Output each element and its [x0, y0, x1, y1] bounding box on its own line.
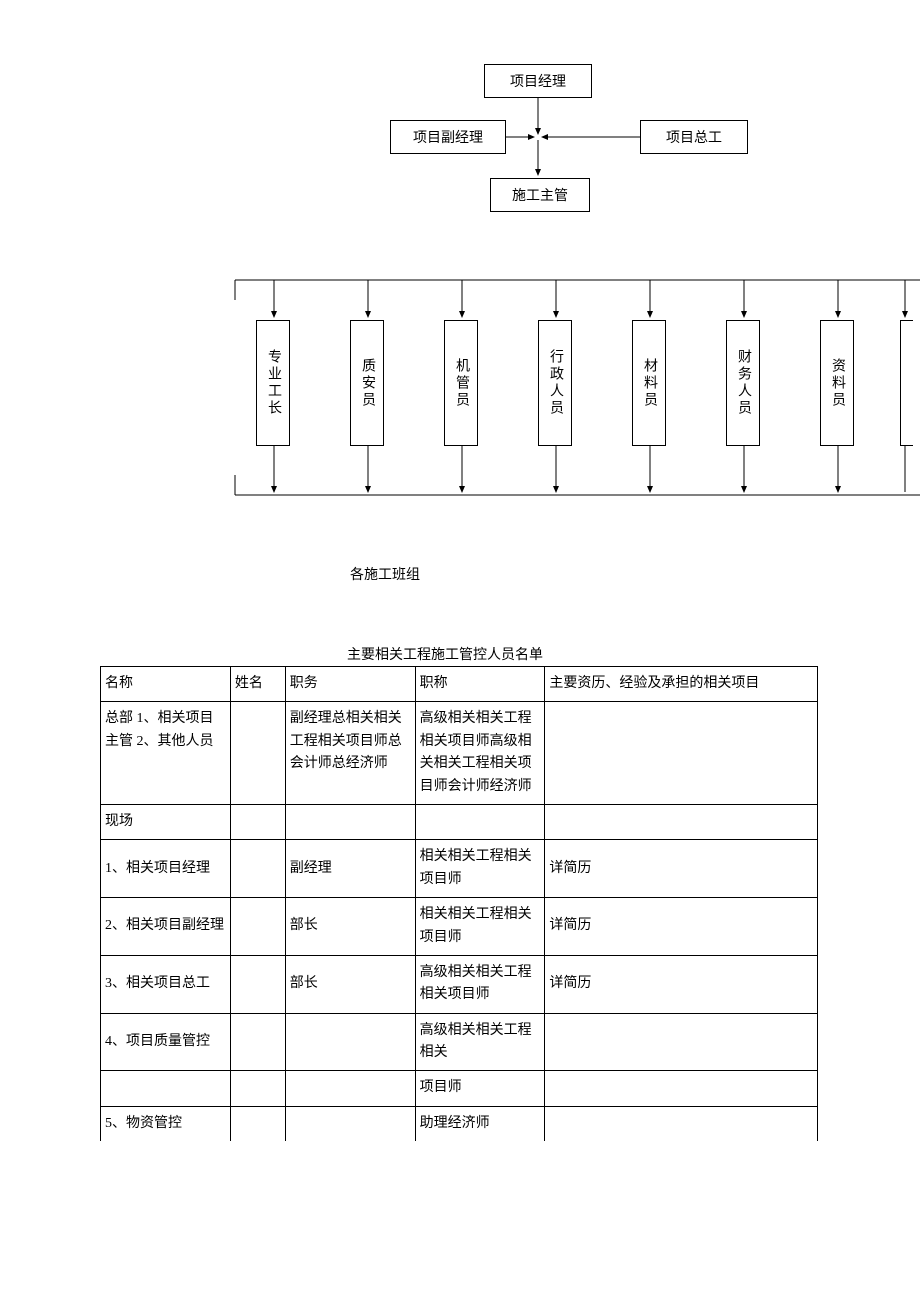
role-box-0: 专业工长 [256, 320, 290, 446]
cell-title: 高级相关相关工程相关 [415, 1013, 545, 1071]
node-deputy-manager: 项目副经理 [390, 120, 506, 154]
cell-xm [230, 1071, 285, 1106]
cell-job: 部长 [285, 898, 415, 956]
cell-exp: 详简历 [545, 898, 818, 956]
cell-title: 相关相关工程相关项目师 [415, 840, 545, 898]
cell-name: 总部 1、相关项目主管 2、其他人员 [101, 702, 231, 805]
table-row: 2、相关项目副经理 部长 相关相关工程相关项目师 详简历 [101, 898, 818, 956]
cell-name: 5、物资管控 [101, 1106, 231, 1141]
org-chart-diagram: 项目经理 项目副经理 项目总工 施工主管 专业工长 质安员 机管员 行政人员 材… [0, 0, 920, 540]
role-box-2: 机管员 [444, 320, 478, 446]
cell-xm [230, 898, 285, 956]
cell-job: 副经理 [285, 840, 415, 898]
role-box-5: 财务人员 [726, 320, 760, 446]
cell-xm [230, 702, 285, 805]
node-project-manager: 项目经理 [484, 64, 592, 98]
diagram-lines [0, 0, 920, 540]
table-row: 3、相关项目总工 部长 高级相关相关工程相关项目师 详简历 [101, 955, 818, 1013]
cell-name: 2、相关项目副经理 [101, 898, 231, 956]
cell-exp [545, 1013, 818, 1071]
teams-caption: 各施工班组 [0, 564, 920, 584]
cell-title: 高级相关相关工程相关项目师 [415, 955, 545, 1013]
cell-name: 4、项目质量管控 [101, 1013, 231, 1071]
table-row: 4、项目质量管控 高级相关相关工程相关 [101, 1013, 818, 1071]
node-construction-supervisor: 施工主管 [490, 178, 590, 212]
role-box-4: 材料员 [632, 320, 666, 446]
table-row: 总部 1、相关项目主管 2、其他人员 副经理总相关相关工程相关项目师总会计师总经… [101, 702, 818, 805]
table-row: 项目师 [101, 1071, 818, 1106]
cell-xm [230, 1106, 285, 1141]
cell-name: 3、相关项目总工 [101, 955, 231, 1013]
cell-xm [230, 1013, 285, 1071]
table-title: 主要相关工程施工管控人员名单 [0, 644, 920, 664]
cell-name: 现场 [101, 804, 231, 839]
cell-title: 高级相关相关工程相关项目师高级相关相关工程相关项目师会计师经济师 [415, 702, 545, 805]
cell-job [285, 1071, 415, 1106]
header-job: 职务 [285, 667, 415, 702]
role-box-6: 资料员 [820, 320, 854, 446]
node-chief-engineer: 项目总工 [640, 120, 748, 154]
cell-name [101, 1071, 231, 1106]
role-box-1: 质安员 [350, 320, 384, 446]
cell-xm [230, 804, 285, 839]
role-box-3: 行政人员 [538, 320, 572, 446]
table-header-row: 名称 姓名 职务 职称 主要资历、经验及承担的相关项目 [101, 667, 818, 702]
personnel-table: 名称 姓名 职务 职称 主要资历、经验及承担的相关项目 总部 1、相关项目主管 … [100, 666, 818, 1141]
cell-name: 1、相关项目经理 [101, 840, 231, 898]
cell-job [285, 804, 415, 839]
cell-exp: 详简历 [545, 955, 818, 1013]
table-row: 1、相关项目经理 副经理 相关相关工程相关项目师 详简历 [101, 840, 818, 898]
cell-title: 项目师 [415, 1071, 545, 1106]
cell-title [415, 804, 545, 839]
cell-exp [545, 1071, 818, 1106]
cell-title: 助理经济师 [415, 1106, 545, 1141]
cell-exp [545, 804, 818, 839]
role-box-cut [900, 320, 913, 446]
cell-exp [545, 1106, 818, 1141]
cell-job [285, 1013, 415, 1071]
cell-exp [545, 702, 818, 805]
cell-job: 副经理总相关相关工程相关项目师总会计师总经济师 [285, 702, 415, 805]
header-name: 名称 [101, 667, 231, 702]
cell-job [285, 1106, 415, 1141]
cell-exp: 详简历 [545, 840, 818, 898]
cell-title: 相关相关工程相关项目师 [415, 898, 545, 956]
table-row: 现场 [101, 804, 818, 839]
header-title: 职称 [415, 667, 545, 702]
table-row: 5、物资管控 助理经济师 [101, 1106, 818, 1141]
header-exp: 主要资历、经验及承担的相关项目 [545, 667, 818, 702]
cell-xm [230, 955, 285, 1013]
cell-job: 部长 [285, 955, 415, 1013]
header-xm: 姓名 [230, 667, 285, 702]
cell-xm [230, 840, 285, 898]
